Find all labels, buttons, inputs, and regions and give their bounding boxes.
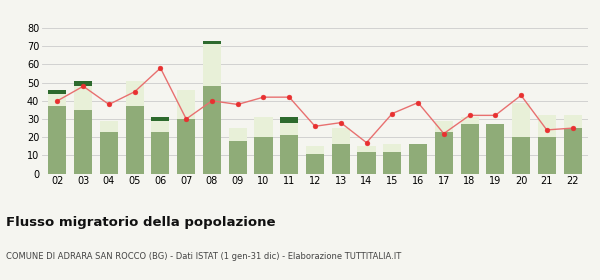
Bar (538, 137, 556, 174)
Bar (151, 117, 169, 121)
Bar (486, 124, 504, 174)
Bar (280, 117, 298, 123)
Bar (100, 121, 118, 132)
Bar (332, 144, 350, 174)
Text: Flusso migratorio della popolazione: Flusso migratorio della popolazione (6, 216, 275, 228)
Bar (126, 81, 144, 106)
Bar (177, 119, 195, 174)
Bar (306, 153, 324, 174)
Bar (512, 137, 530, 174)
Bar (203, 86, 221, 174)
Bar (254, 117, 272, 137)
Bar (151, 132, 169, 174)
Bar (383, 144, 401, 152)
Bar (538, 115, 556, 137)
Bar (151, 121, 169, 132)
Bar (74, 110, 92, 174)
Bar (177, 90, 195, 119)
Bar (100, 132, 118, 174)
Bar (512, 103, 530, 137)
Bar (332, 128, 350, 144)
Bar (461, 124, 479, 174)
Text: COMUNE DI ADRARA SAN ROCCO (BG) - Dati ISTAT (1 gen-31 dic) - Elaborazione TUTTI: COMUNE DI ADRARA SAN ROCCO (BG) - Dati I… (6, 252, 401, 261)
Bar (49, 94, 67, 106)
Bar (254, 137, 272, 174)
Bar (409, 144, 427, 174)
Bar (306, 146, 324, 153)
Bar (49, 90, 67, 94)
Bar (126, 106, 144, 174)
Bar (435, 132, 453, 174)
Bar (229, 141, 247, 174)
Bar (280, 123, 298, 136)
Bar (280, 136, 298, 174)
Bar (435, 121, 453, 132)
Bar (461, 117, 479, 124)
Bar (49, 106, 67, 174)
Bar (74, 81, 92, 86)
Bar (358, 152, 376, 174)
Bar (563, 115, 581, 128)
Bar (229, 128, 247, 141)
Bar (203, 41, 221, 44)
Bar (383, 152, 401, 174)
Bar (74, 86, 92, 110)
Bar (563, 128, 581, 174)
Bar (203, 44, 221, 86)
Bar (358, 146, 376, 152)
